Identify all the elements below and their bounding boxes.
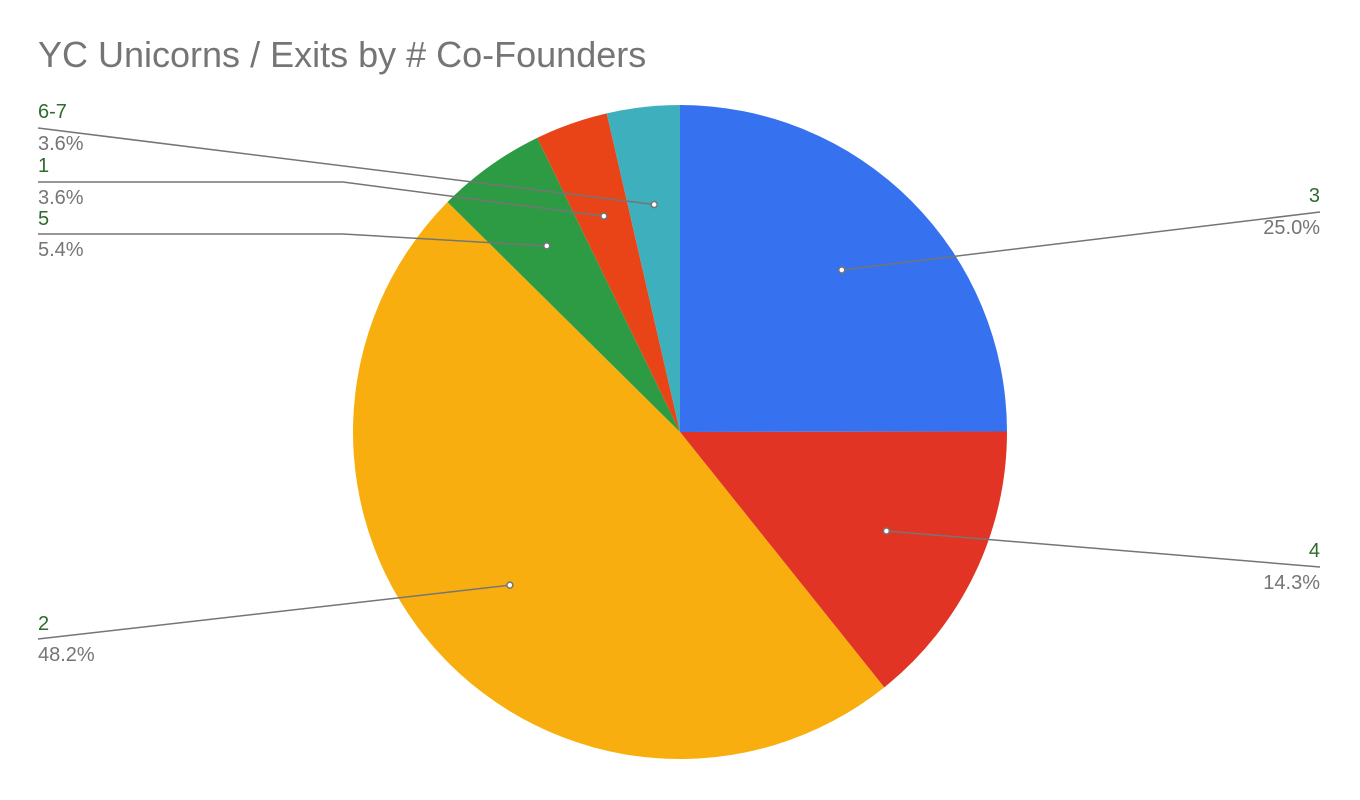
leader-dot-1: [600, 212, 608, 220]
leader-dot-5: [542, 242, 551, 250]
leader-line-1: [38, 181, 604, 217]
leader-dot-6-7: [650, 200, 658, 209]
pie-slice-2: [352, 202, 885, 760]
slice-label-4: 4: [1309, 540, 1320, 562]
leader-dot-3: [837, 266, 846, 274]
slice-label-5: 5: [38, 208, 49, 230]
chart-title: YC Unicorns / Exits by # Co-Founders: [38, 34, 647, 75]
pie-slice-6-7: [606, 105, 680, 432]
leader-line-6-7: [37, 127, 655, 206]
slices-layer: [352, 105, 1007, 760]
pie-slice-1: [537, 113, 680, 433]
leaders-layer: [37, 127, 1321, 640]
slice-percent-5: 5.4%: [38, 239, 84, 261]
slice-percent-1: 3.6%: [38, 187, 84, 209]
slice-label-6-7: 6-7: [38, 101, 67, 123]
pie-slice-4: [680, 431, 1007, 688]
leader-dot-2: [506, 581, 514, 589]
leader-line-3: [841, 211, 1321, 271]
slice-label-3: 3: [1309, 185, 1320, 207]
leader-line-4: [886, 530, 1321, 568]
slice-label-1: 1: [38, 155, 49, 177]
labels-layer: 325.0%414.3%248.2%55.4%13.6%6-73.6%: [38, 101, 1320, 666]
slice-percent-2: 48.2%: [38, 644, 95, 666]
slice-percent-3: 25.0%: [1263, 217, 1320, 239]
leader-line-2: [37, 584, 510, 640]
leader-line-5: [38, 233, 547, 247]
slice-percent-4: 14.3%: [1263, 572, 1320, 594]
slice-percent-6-7: 3.6%: [38, 133, 84, 155]
pie-slice-5: [447, 137, 680, 433]
leader-dot-4: [882, 527, 891, 535]
slice-label-2: 2: [38, 613, 49, 635]
